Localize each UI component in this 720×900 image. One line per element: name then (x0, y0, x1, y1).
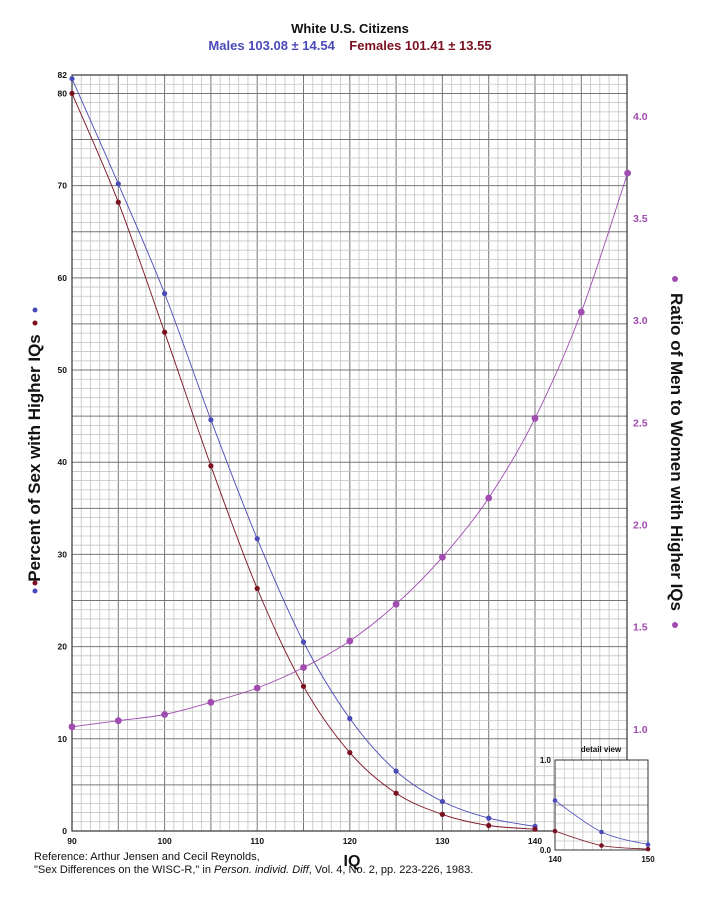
x-axis-label: IQ (344, 853, 361, 870)
y2label-ratio-dot (672, 622, 678, 628)
y-tick-label: 60 (58, 273, 68, 283)
inset-title: detail view (581, 745, 622, 754)
y2label-ratio-dot (672, 276, 678, 282)
x-tick-label: 130 (435, 836, 449, 846)
point-ratio (485, 494, 493, 502)
ylabel-females-dot (32, 320, 38, 326)
point-males (162, 290, 168, 297)
point-males (486, 815, 492, 821)
reference-line-1: Reference: Arthur Jensen and Cecil Reyno… (34, 851, 260, 863)
ylabel-males-dot (32, 307, 38, 313)
point-ratio (300, 664, 307, 671)
y-tick-label: 30 (58, 549, 68, 559)
reference-line-2: "Sex Differences on the WISC-R," in Pers… (34, 864, 473, 877)
y2-tick-label: 3.0 (633, 315, 648, 327)
y-tick-label: 0 (62, 826, 67, 836)
reference-citation: "Sex Differences on the WISC-R," in (34, 864, 215, 876)
y-tick-label: 10 (58, 734, 68, 744)
inset-y-tick-label: 0.0 (540, 846, 552, 855)
males-stats: Males 103.08 ± 14.54 (208, 38, 335, 53)
inset-point-females (599, 843, 604, 848)
y-tick-label: 20 (58, 642, 68, 652)
point-males (208, 417, 214, 423)
inset-x-tick-label: 140 (548, 855, 562, 864)
females-stats: Females 101.41 ± 13.55 (349, 38, 492, 53)
point-females (162, 329, 168, 335)
reference-journal: Person. individ. Diff (214, 864, 309, 876)
point-females (208, 463, 214, 469)
point-males (69, 76, 75, 82)
point-females (347, 750, 353, 756)
y2-tick-label: 4.0 (633, 111, 648, 123)
inset-point-males (552, 798, 558, 803)
y-axis-label: Percent of Sex with Higher IQs (25, 334, 44, 582)
ylabel-males-dot (32, 588, 38, 594)
reference-details: , Vol. 4, No. 2, pp. 223-226, 1983. (308, 864, 474, 876)
y2-tick-label: 2.0 (633, 520, 648, 532)
y2-axis-label: Ratio of Men to Women with Higher IQs (667, 293, 686, 611)
point-ratio (531, 414, 539, 422)
point-ratio (439, 553, 446, 561)
inset-point-females (645, 846, 651, 852)
chart-subtitle: Males 103.08 ± 14.54 Females 101.41 ± 13… (0, 38, 700, 53)
point-females (532, 826, 538, 832)
point-ratio (207, 698, 215, 706)
point-ratio (161, 711, 169, 718)
inset-point-males (599, 829, 604, 835)
inset-point-males (645, 842, 651, 847)
inset-tick-labels: 140 150 0.0 1.0 (540, 756, 655, 864)
point-females (486, 822, 492, 829)
y2-tick-label: 3.5 (633, 213, 648, 225)
x-tick-label: 110 (250, 836, 264, 846)
point-females (69, 90, 75, 96)
x-tick-label: 140 (528, 836, 542, 846)
x-tick-label: 90 (67, 836, 77, 846)
point-males (439, 798, 445, 805)
main-series-points (68, 76, 631, 832)
inset-border (554, 759, 649, 851)
chart-title: White U.S. Citizens (291, 21, 409, 36)
point-males (347, 715, 353, 722)
plot-border (71, 74, 628, 832)
point-ratio (68, 723, 76, 731)
reference-note: Reference: Arthur Jensen and Cecil Reyno… (34, 851, 473, 877)
point-females (393, 790, 399, 796)
point-males (393, 768, 399, 774)
inset-point-females (552, 828, 558, 834)
point-females (115, 199, 121, 205)
point-ratio (624, 169, 631, 177)
point-males (254, 536, 260, 542)
ylabel-females-dot (32, 580, 38, 586)
y-tick-label: 50 (58, 365, 68, 375)
x-tick-label: 120 (343, 836, 357, 846)
series-line-ratio (71, 172, 629, 728)
point-females (300, 683, 307, 689)
y2-tick-label: 2.5 (633, 417, 648, 429)
point-males (115, 181, 121, 187)
point-ratio (253, 684, 261, 692)
y2-tick-label: 1.5 (633, 622, 648, 634)
inset-series-points (552, 798, 651, 852)
y-tick-label: 82 (58, 70, 68, 80)
point-ratio (577, 308, 585, 316)
y-tick-label: 80 (58, 88, 68, 98)
y2-tick-label: 1.0 (633, 724, 648, 736)
point-ratio (346, 637, 354, 645)
point-ratio (392, 600, 400, 608)
x-tick-label: 100 (158, 836, 172, 846)
point-females (254, 585, 260, 592)
point-ratio (114, 717, 122, 725)
y-tick-label: 70 (58, 181, 68, 191)
point-males (300, 639, 307, 645)
point-females (439, 811, 445, 818)
y-tick-label: 40 (58, 457, 68, 467)
inset-x-tick-label: 150 (641, 855, 655, 864)
inset-y-tick-label: 1.0 (540, 756, 552, 765)
